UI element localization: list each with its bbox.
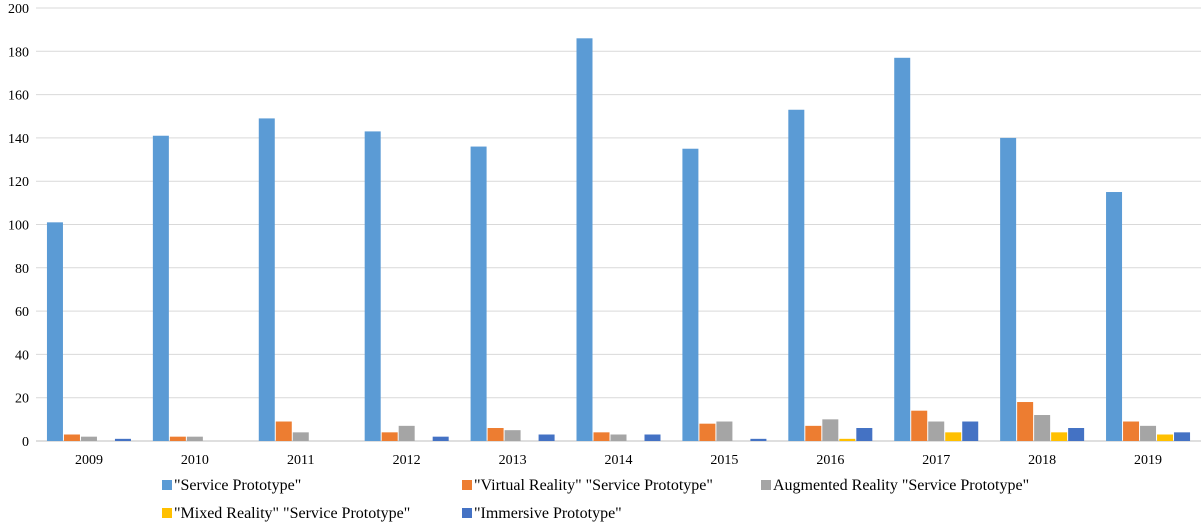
- legend-swatch: [462, 480, 472, 490]
- x-tick-label: 2012: [393, 453, 421, 468]
- bar: [504, 430, 521, 441]
- x-tick-label: 2009: [75, 453, 103, 468]
- y-tick-label: 180: [8, 45, 29, 60]
- legend-item: Augmented Reality "Service Prototype": [761, 477, 1029, 494]
- bar: [398, 425, 415, 441]
- x-tick-label: 2016: [816, 453, 844, 468]
- legend-swatch: [162, 480, 172, 490]
- legend-swatch: [162, 508, 172, 518]
- bar: [593, 432, 610, 441]
- bar: [750, 438, 767, 441]
- bar: [538, 434, 555, 441]
- bar: [1106, 192, 1123, 441]
- x-tick-label: 2014: [605, 453, 633, 468]
- x-tick-label: 2013: [499, 453, 527, 468]
- bar: [682, 148, 699, 441]
- y-tick-label: 20: [15, 392, 29, 407]
- legend-item: "Virtual Reality" "Service Prototype": [462, 477, 713, 494]
- y-tick-label: 160: [8, 89, 29, 104]
- legend-label: "Virtual Reality" "Service Prototype": [474, 477, 713, 494]
- bar: [292, 432, 309, 441]
- legend-swatch: [462, 508, 472, 518]
- y-tick-label: 60: [15, 305, 29, 320]
- bar: [152, 135, 169, 442]
- bar: [945, 432, 962, 441]
- y-tick-label: 0: [22, 435, 29, 450]
- bar: [258, 118, 275, 441]
- bar: [1034, 415, 1051, 441]
- y-tick-label: 40: [15, 348, 29, 363]
- legend-label: "Service Prototype": [174, 477, 301, 494]
- bar: [928, 421, 945, 441]
- y-axis: 0 20 40 60 80 100 120 140 160 180 200: [8, 2, 29, 450]
- legend-label: Augmented Reality "Service Prototype": [773, 477, 1029, 494]
- bar: [788, 109, 805, 441]
- x-axis: 2009 2010 2011 2012 2013 2014 2015 2016 2017 2018…: [75, 453, 1162, 468]
- bar: [1174, 432, 1191, 441]
- bar: [80, 436, 97, 441]
- bar: [487, 428, 504, 441]
- legend: "Service Prototype" "Virtual Reality" "Se…: [162, 477, 1029, 522]
- bar: [364, 131, 381, 441]
- x-tick-label: 2015: [710, 453, 738, 468]
- bar: [46, 222, 63, 441]
- bar: [1068, 428, 1085, 441]
- x-tick-label: 2018: [1028, 453, 1056, 468]
- legend-label: "Mixed Reality" "Service Prototype": [174, 505, 410, 522]
- legend-item: "Service Prototype": [162, 477, 301, 494]
- bar: [716, 421, 733, 441]
- x-tick-label: 2019: [1134, 453, 1162, 468]
- bar: [169, 436, 186, 441]
- bar: [911, 410, 928, 441]
- bar: [186, 436, 203, 441]
- bar: [962, 421, 979, 441]
- bar: [1123, 421, 1140, 441]
- y-tick-label: 100: [8, 219, 29, 234]
- legend-swatch: [761, 480, 771, 490]
- bar: [432, 436, 449, 441]
- bar: [275, 421, 292, 441]
- bar: [381, 432, 398, 441]
- bar: [856, 428, 873, 441]
- x-tick-label: 2010: [181, 453, 209, 468]
- bar: [1000, 137, 1017, 441]
- bar: [610, 434, 627, 441]
- bar: [805, 425, 822, 441]
- bar: [894, 57, 911, 442]
- bar: [114, 438, 131, 441]
- legend-item: "Mixed Reality" "Service Prototype": [162, 505, 410, 522]
- y-tick-label: 140: [8, 132, 29, 147]
- bar: [822, 419, 839, 441]
- bar: [699, 423, 716, 441]
- bar: [1051, 432, 1068, 441]
- bar: [1017, 402, 1034, 441]
- legend-item: "Immersive Prototype": [462, 505, 622, 522]
- x-tick-label: 2017: [922, 453, 950, 468]
- y-tick-label: 120: [8, 175, 29, 190]
- bar: [1157, 434, 1174, 441]
- bar: [839, 438, 856, 441]
- y-tick-label: 80: [15, 262, 29, 277]
- gridlines: [36, 7, 1201, 442]
- y-tick-label: 200: [8, 2, 29, 17]
- bar: [576, 38, 593, 442]
- legend-label: "Immersive Prototype": [474, 505, 622, 522]
- bar: [470, 146, 487, 441]
- x-tick-label: 2011: [287, 453, 314, 468]
- bar: [63, 434, 80, 441]
- bar: [1140, 425, 1157, 441]
- bar: [644, 434, 661, 441]
- bars: [46, 38, 1191, 442]
